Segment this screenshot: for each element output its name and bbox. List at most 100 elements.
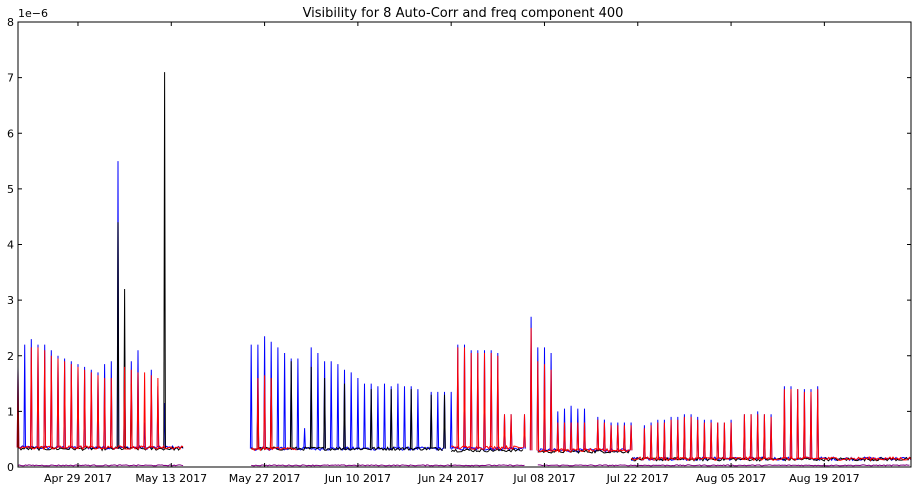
series-spike bbox=[309, 366, 313, 449]
series-spike bbox=[389, 389, 393, 449]
series-spike bbox=[436, 391, 440, 449]
series-spike bbox=[256, 377, 260, 449]
series-spike bbox=[756, 414, 759, 459]
y-tick-label: 2 bbox=[7, 350, 14, 363]
x-tick-label: Jun 24 2017 bbox=[417, 472, 484, 485]
series-spike bbox=[56, 358, 60, 448]
series-spike bbox=[723, 422, 726, 459]
y-tick-label: 8 bbox=[7, 16, 14, 29]
series-spike bbox=[623, 425, 626, 451]
series-spike bbox=[130, 369, 133, 448]
series-spike bbox=[383, 383, 386, 449]
series-baseline bbox=[17, 464, 184, 467]
series-spike bbox=[343, 383, 346, 449]
series-spike bbox=[783, 389, 786, 459]
series-spike bbox=[469, 352, 473, 448]
series-spike bbox=[136, 372, 140, 448]
series-spike bbox=[110, 377, 113, 448]
series-spike bbox=[576, 422, 580, 451]
series-spike bbox=[629, 425, 633, 451]
series-spike bbox=[456, 347, 460, 448]
series-spike bbox=[549, 369, 553, 451]
series-baseline bbox=[451, 444, 524, 451]
series-spike bbox=[336, 364, 340, 449]
series-spike bbox=[703, 422, 706, 459]
series-spike bbox=[643, 428, 646, 459]
y-tick-label: 3 bbox=[7, 294, 14, 307]
series-spike bbox=[556, 422, 560, 451]
series-spike bbox=[96, 375, 100, 448]
series-spike bbox=[449, 391, 453, 449]
x-tick-label: Aug 05 2017 bbox=[696, 472, 766, 485]
series-spike bbox=[763, 414, 766, 459]
series-spike bbox=[716, 422, 719, 459]
series-spike bbox=[323, 377, 326, 449]
series-spike bbox=[743, 414, 746, 459]
series-spike bbox=[143, 372, 146, 448]
series-baseline bbox=[537, 449, 631, 454]
series-spike bbox=[83, 369, 86, 448]
x-axis: Apr 29 2017 May 13 2017 May 27 2017 Jun 10 … bbox=[44, 22, 860, 485]
y-tick-label: 6 bbox=[7, 127, 14, 140]
series-spike bbox=[536, 361, 540, 451]
y-tick-label: 4 bbox=[7, 239, 14, 252]
series-spike bbox=[249, 344, 253, 449]
series-baseline bbox=[537, 464, 910, 467]
series-spike bbox=[529, 327, 533, 451]
x-tick-label: May 13 2017 bbox=[135, 472, 207, 485]
series-spike bbox=[269, 377, 273, 449]
series-spike bbox=[769, 416, 773, 459]
series-spike bbox=[30, 347, 33, 448]
series-spike bbox=[276, 347, 280, 449]
x-tick-label: Aug 19 2017 bbox=[789, 472, 859, 485]
series-spike bbox=[803, 391, 806, 459]
series-spike bbox=[429, 394, 433, 449]
series-layer bbox=[16, 72, 912, 467]
series-spike bbox=[103, 377, 106, 448]
series-spike bbox=[483, 352, 486, 448]
series-baseline bbox=[251, 464, 525, 467]
series-1 bbox=[17, 72, 912, 462]
chart-title: Visibility for 8 Auto-Corr and freq comp… bbox=[303, 6, 624, 21]
series-spike bbox=[356, 377, 360, 449]
series-spike bbox=[523, 414, 526, 448]
series-spike bbox=[809, 391, 813, 459]
series-spike bbox=[116, 222, 120, 449]
series-spike bbox=[150, 375, 153, 448]
series-spike bbox=[476, 352, 480, 448]
series-spike bbox=[663, 422, 666, 459]
series-baseline bbox=[250, 446, 444, 452]
series-spike bbox=[816, 389, 819, 459]
series-2 bbox=[16, 327, 912, 462]
series-spike bbox=[316, 352, 320, 449]
series-spike bbox=[396, 383, 400, 449]
series-spike bbox=[63, 361, 66, 448]
y-tick-label: 7 bbox=[7, 72, 14, 85]
y-axis: 0 1 2 3 4 5 6 7 8 bbox=[7, 16, 911, 474]
series-spike bbox=[749, 414, 753, 459]
series-spike bbox=[416, 389, 420, 449]
series-spike bbox=[676, 419, 680, 459]
series-spike bbox=[376, 386, 380, 449]
series-spike bbox=[796, 389, 799, 459]
series-spike bbox=[90, 372, 93, 448]
series-spike bbox=[789, 389, 793, 459]
series-spike bbox=[503, 414, 506, 448]
series-spike bbox=[603, 422, 606, 451]
x-tick-label: Jul 08 2017 bbox=[512, 472, 575, 485]
series-spike bbox=[563, 422, 566, 451]
series-spike bbox=[616, 425, 620, 451]
series-spike bbox=[296, 358, 300, 449]
series-spike bbox=[569, 422, 573, 451]
series-spike bbox=[683, 416, 686, 459]
series-spike bbox=[596, 419, 600, 451]
series-spike bbox=[263, 375, 266, 449]
series-spike bbox=[489, 352, 493, 448]
series-baseline bbox=[630, 456, 912, 462]
series-spike bbox=[36, 347, 40, 448]
series-spike bbox=[463, 347, 466, 448]
y-tick-label: 0 bbox=[7, 461, 14, 474]
series-spike bbox=[363, 383, 366, 449]
y-tick-label: 1 bbox=[7, 405, 14, 418]
